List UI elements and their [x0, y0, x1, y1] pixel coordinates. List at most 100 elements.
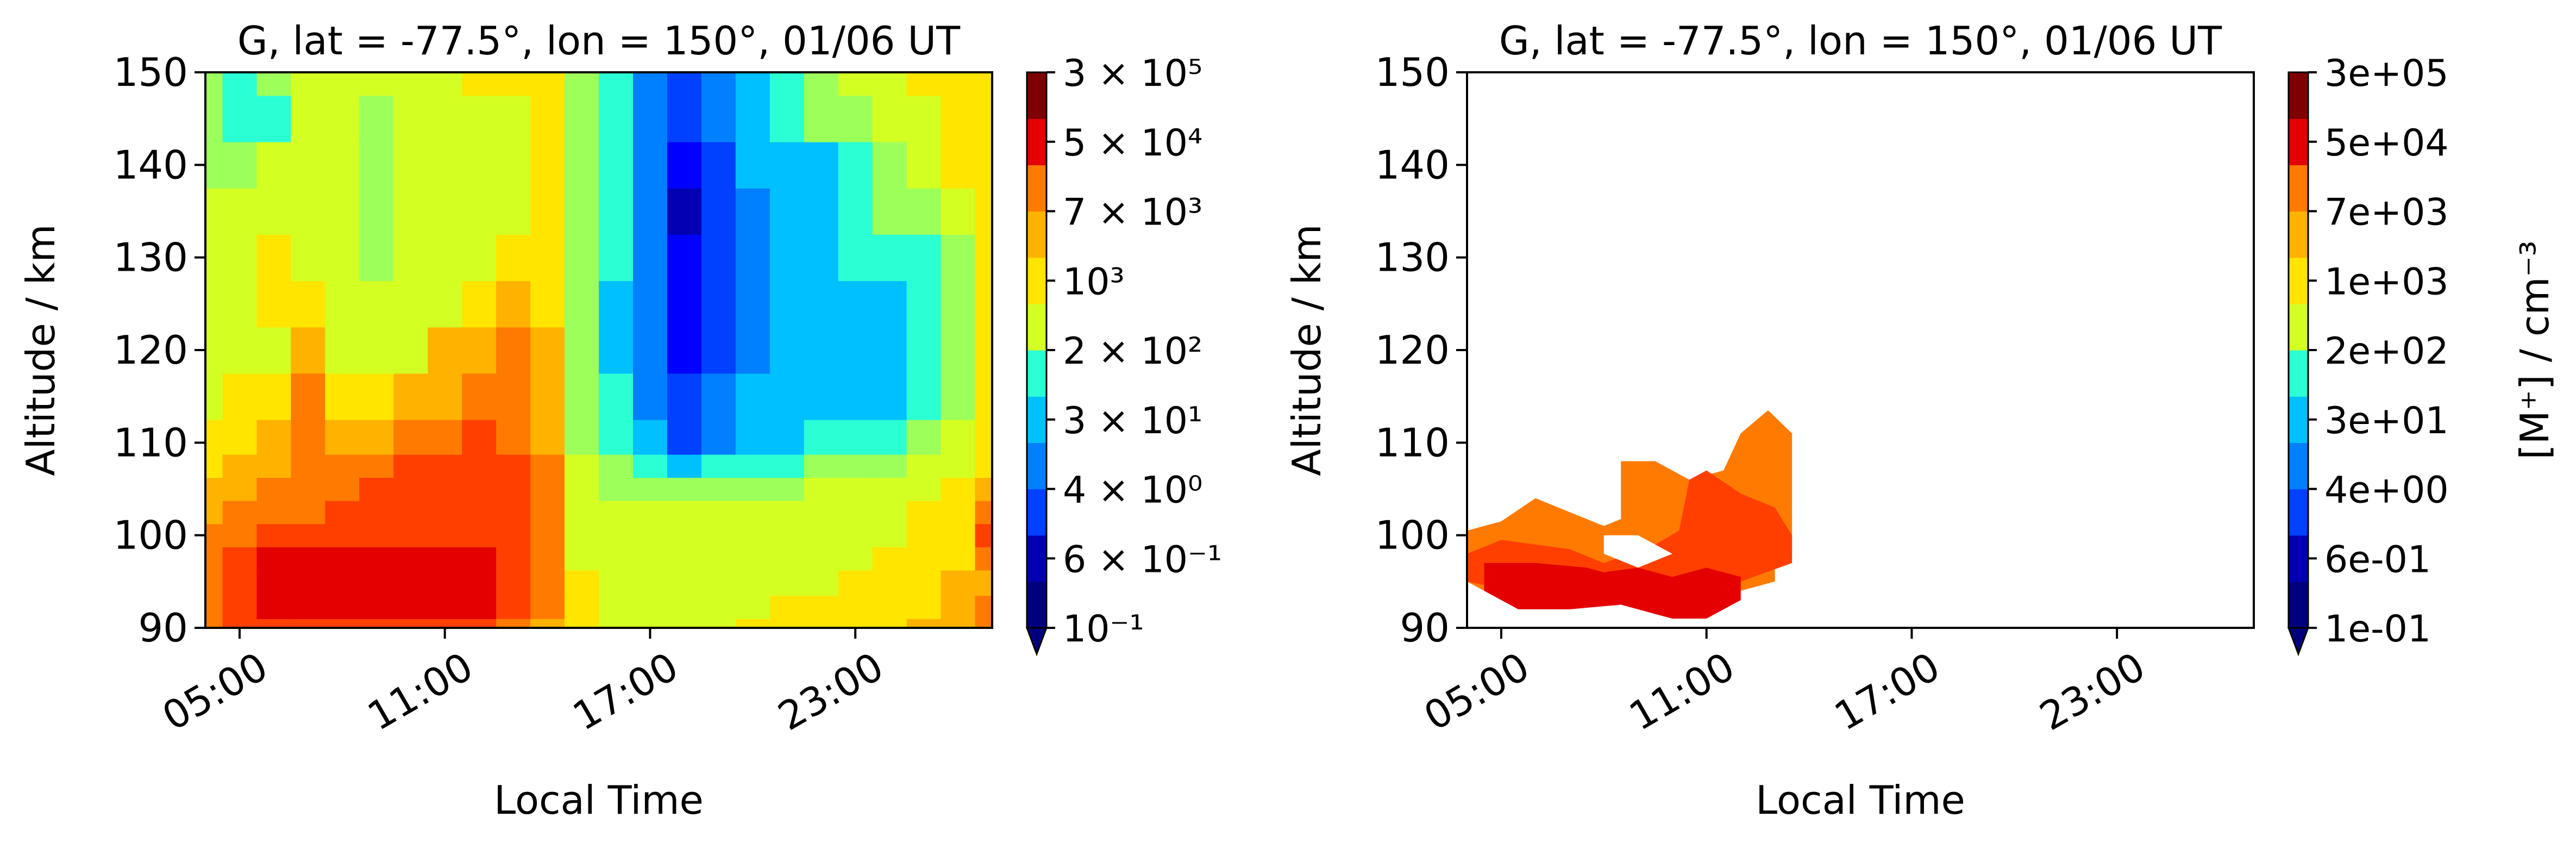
contour-cell — [872, 477, 907, 501]
contour-cell — [804, 280, 839, 328]
contour-cell — [769, 95, 805, 142]
contour-cell — [701, 327, 736, 374]
contour-cell — [667, 619, 702, 628]
colorbar-tick-label: 3 × 10¹ — [1063, 400, 1202, 442]
contour-cell — [872, 595, 907, 619]
contour-cell — [872, 373, 907, 420]
contour-cell — [565, 570, 599, 596]
contour-cell — [393, 619, 429, 628]
contour-cell — [565, 619, 599, 628]
contour-cell — [838, 477, 873, 501]
x-tick-label: 11:00 — [360, 644, 480, 739]
contour-cell — [393, 72, 429, 96]
left-y-axis-label: Altitude / km — [18, 224, 64, 476]
contour-cell — [838, 570, 873, 596]
contour-cell — [872, 280, 907, 328]
contour-cell — [530, 547, 565, 571]
colorbar-segment — [2289, 165, 2308, 212]
contour-cell — [222, 280, 258, 328]
contour-cell — [838, 95, 873, 142]
contour-cell — [565, 523, 599, 547]
contour-cell — [941, 595, 976, 619]
contour-cell — [599, 454, 634, 478]
contour-cell — [428, 72, 462, 96]
contour-cell — [359, 234, 394, 282]
contour-cell — [701, 570, 736, 596]
contour-cell — [906, 477, 942, 501]
contour-cell — [838, 419, 873, 455]
contour-cell — [428, 547, 462, 571]
colorbar-tick-label: 1e+03 — [2324, 260, 2449, 303]
contour-cell — [804, 454, 839, 478]
contour-cell — [769, 72, 805, 96]
contour-cell — [496, 595, 531, 619]
contour-cell — [205, 280, 223, 328]
colorbar-segment — [2289, 489, 2308, 536]
contour-cell — [256, 234, 292, 282]
colorbar-segment — [2289, 581, 2308, 628]
contour-cell — [393, 570, 429, 596]
contour-cell — [804, 595, 839, 619]
contour-cell — [735, 454, 770, 478]
contour-cell — [530, 477, 565, 501]
contour-cell — [393, 373, 429, 420]
contour-cell — [359, 72, 394, 96]
contour-cell — [667, 95, 702, 142]
contour-cell — [941, 72, 976, 96]
contour-cell — [359, 188, 394, 235]
colorbar-tick-label: 5e+04 — [2324, 122, 2449, 165]
right-colorbar-label: [M⁺] / cm⁻³ — [2512, 241, 2558, 460]
contour-cell — [769, 327, 805, 374]
contour-cell — [975, 619, 992, 628]
colorbar-tick-label: 3 × 10⁵ — [1063, 52, 1202, 95]
contour-cell — [428, 477, 462, 501]
contour-cell — [599, 477, 634, 501]
contour-cell — [906, 619, 942, 628]
contour-cell — [530, 327, 565, 374]
contour-cell — [530, 619, 565, 628]
contour-cell — [975, 95, 992, 142]
contour-cell — [769, 188, 805, 235]
contour-cell — [530, 72, 565, 96]
contour-cell — [393, 595, 429, 619]
contour-cell — [975, 373, 992, 420]
y-tick-label: 90 — [138, 605, 188, 651]
colorbar-segment — [1027, 350, 1046, 397]
contour-cell — [325, 454, 360, 478]
contour-cell — [599, 141, 634, 189]
contour-cell — [359, 95, 394, 142]
left-panel: G, lat = -77.5°, lon = 150°, 01/06 UT 05… — [18, 18, 1222, 823]
contour-cell — [393, 500, 429, 525]
contour-cell — [359, 327, 394, 374]
contour-cell — [325, 570, 360, 596]
contour-cell — [975, 419, 992, 455]
colorbar-segment — [2289, 396, 2308, 443]
contour-cell — [633, 570, 668, 596]
left-x-axis: 05:00 11:00 17:00 23:00 — [155, 628, 891, 739]
contour-cell — [941, 327, 976, 374]
colorbar-tick-label: 4e+00 — [2324, 469, 2449, 512]
contour-cell — [530, 95, 565, 142]
contour-cell — [462, 454, 497, 478]
contour-cell — [222, 373, 258, 420]
contour-cell — [975, 234, 992, 282]
contour-cell — [565, 500, 599, 525]
contour-cell — [838, 72, 873, 96]
contour-cell — [205, 547, 223, 571]
colorbar-tick-label: 5 × 10⁴ — [1063, 122, 1202, 165]
contour-cell — [428, 595, 462, 619]
contour-cell — [325, 419, 360, 455]
contour-cell — [941, 500, 976, 525]
contour-cell — [769, 141, 805, 189]
contour-cell — [496, 419, 531, 455]
contour-cell — [804, 500, 839, 525]
right-x-axis: 05:00 11:00 17:00 23:00 — [1417, 628, 2153, 739]
contour-cell — [496, 327, 531, 374]
contour-cell — [872, 327, 907, 374]
contour-cell — [872, 454, 907, 478]
contour-cell — [359, 141, 394, 189]
contour-cell — [565, 72, 599, 96]
contour-cell — [428, 141, 462, 189]
left-colorbar: 3 × 10⁵ 5 × 10⁴ 7 × 10³ 10³ 2 × 10² 3 × 10¹ 4 … — [1025, 52, 1222, 657]
colorbar-tick-label: 6e-01 — [2324, 538, 2431, 581]
